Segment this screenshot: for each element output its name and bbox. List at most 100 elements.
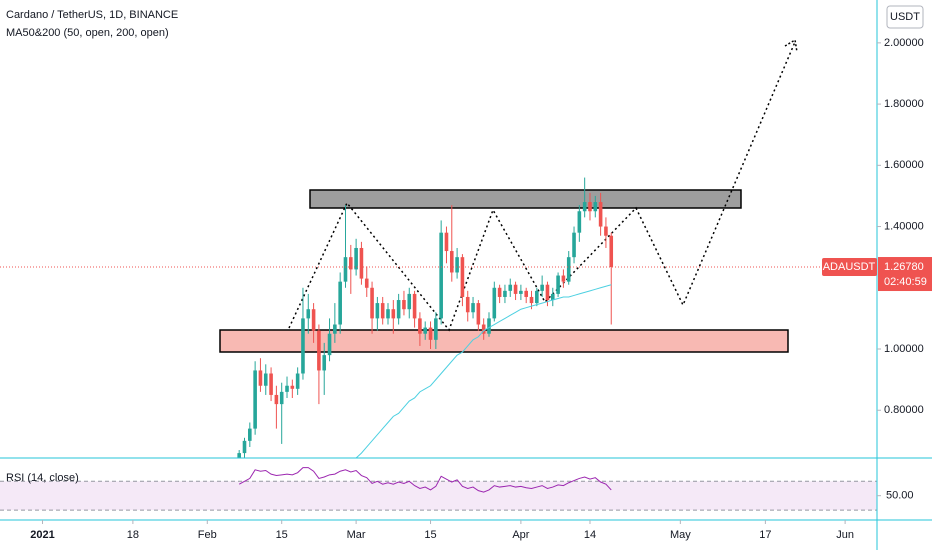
projection-arrow (784, 38, 798, 53)
x-tick-label: Apr (512, 529, 529, 541)
rsi-label: RSI (14, close) (6, 472, 79, 484)
candle-body (338, 281, 342, 325)
candle-body (434, 318, 438, 340)
candle-body (263, 373, 268, 386)
currency-box[interactable] (886, 5, 924, 29)
candle-body (476, 303, 481, 325)
candle-body (327, 333, 332, 356)
price-box (878, 257, 932, 292)
ma-line (355, 284, 612, 458)
candle-body (556, 275, 560, 294)
symbol-box (822, 258, 877, 277)
candle-body (285, 385, 289, 392)
candle-body (375, 303, 380, 319)
candle-body (471, 303, 475, 313)
y-tick-label: 1.60000 (884, 159, 924, 171)
candle-body (513, 284, 518, 294)
x-tick-label: May (670, 529, 691, 541)
price-pane (219, 38, 798, 458)
candle-body (604, 226, 608, 236)
candle-body (396, 300, 401, 319)
candle-body (492, 287, 497, 319)
candle-body (248, 428, 252, 441)
candle-body (391, 309, 396, 319)
x-tick-label: 15 (276, 529, 288, 541)
candle-body (519, 290, 523, 294)
x-tick-label: Feb (198, 529, 217, 541)
candle-body (598, 202, 603, 227)
candle-body (333, 324, 337, 334)
candle-body (561, 275, 566, 282)
candle-body (354, 247, 358, 270)
candle-body (386, 309, 390, 319)
candle-body (428, 327, 433, 340)
candle-body (487, 318, 491, 334)
candle-body (503, 290, 507, 297)
countdown: 02:40:59 (884, 276, 927, 288)
y-tick-label: 2.00000 (884, 37, 924, 49)
candle-body (540, 284, 544, 291)
candle-body (572, 232, 576, 258)
candle-body (481, 324, 486, 334)
projection-path (288, 41, 796, 332)
candle-body (253, 370, 257, 429)
candle-body (380, 303, 385, 319)
candle-body (402, 300, 406, 310)
candle-body (566, 257, 571, 282)
chart-title: Cardano / TetherUS, 1D, BINANCE (6, 9, 178, 21)
last-price: 1.26780 (884, 261, 924, 273)
candle-body (343, 257, 348, 282)
x-tick-label: 2021 (30, 529, 54, 541)
y-tick-label: 1.80000 (884, 98, 924, 110)
candle-body (582, 202, 587, 212)
candle-body (301, 318, 305, 374)
x-tick-label: 17 (759, 529, 771, 541)
rsi-line (238, 467, 612, 493)
candle-body (545, 284, 550, 301)
support-zone (219, 329, 789, 353)
indicator-label: MA50&200 (50, open, 200, open) (6, 27, 169, 39)
candle-body (439, 232, 443, 319)
rsi-band (0, 481, 877, 511)
candle-body (418, 318, 422, 334)
candle-body (455, 257, 459, 273)
candle-body (550, 293, 555, 301)
candle-body (535, 290, 539, 304)
x-tick-label: 15 (424, 529, 436, 541)
x-tick-label: Mar (347, 529, 366, 541)
candle-body (577, 211, 582, 233)
candle-body (279, 391, 284, 405)
candle-body (444, 232, 449, 252)
x-tick-label: Jun (836, 529, 854, 541)
candle-body (460, 257, 465, 297)
candle-body (465, 296, 470, 313)
candle-body (295, 373, 300, 389)
candle-body (508, 284, 513, 291)
x-tick-label: 18 (127, 529, 139, 541)
symbol: ADAUSDT (823, 261, 876, 273)
rsi-tick-label: 50.00 (886, 490, 914, 502)
x-tick-label: 14 (584, 529, 596, 541)
resistance-zone (309, 189, 742, 209)
candle-body (593, 202, 598, 212)
y-tick-label: 0.80000 (884, 404, 924, 416)
candle-body (290, 385, 295, 389)
candle-body (364, 278, 369, 288)
candle-body (317, 330, 321, 371)
candle-body (524, 290, 528, 297)
candle-body (370, 287, 374, 319)
candle-body (588, 202, 592, 212)
candle-body (349, 257, 353, 270)
candle-body (274, 394, 279, 405)
candle-body (407, 293, 412, 310)
currency[interactable]: USDT (890, 11, 920, 23)
y-tick-label: 1.40000 (884, 220, 924, 232)
candle-body (306, 309, 311, 319)
candle-body (423, 327, 428, 334)
candle-body (311, 309, 316, 331)
candle-body (258, 370, 263, 386)
candle-body (269, 373, 273, 395)
candle-body (359, 247, 364, 279)
candle-body (609, 235, 614, 268)
